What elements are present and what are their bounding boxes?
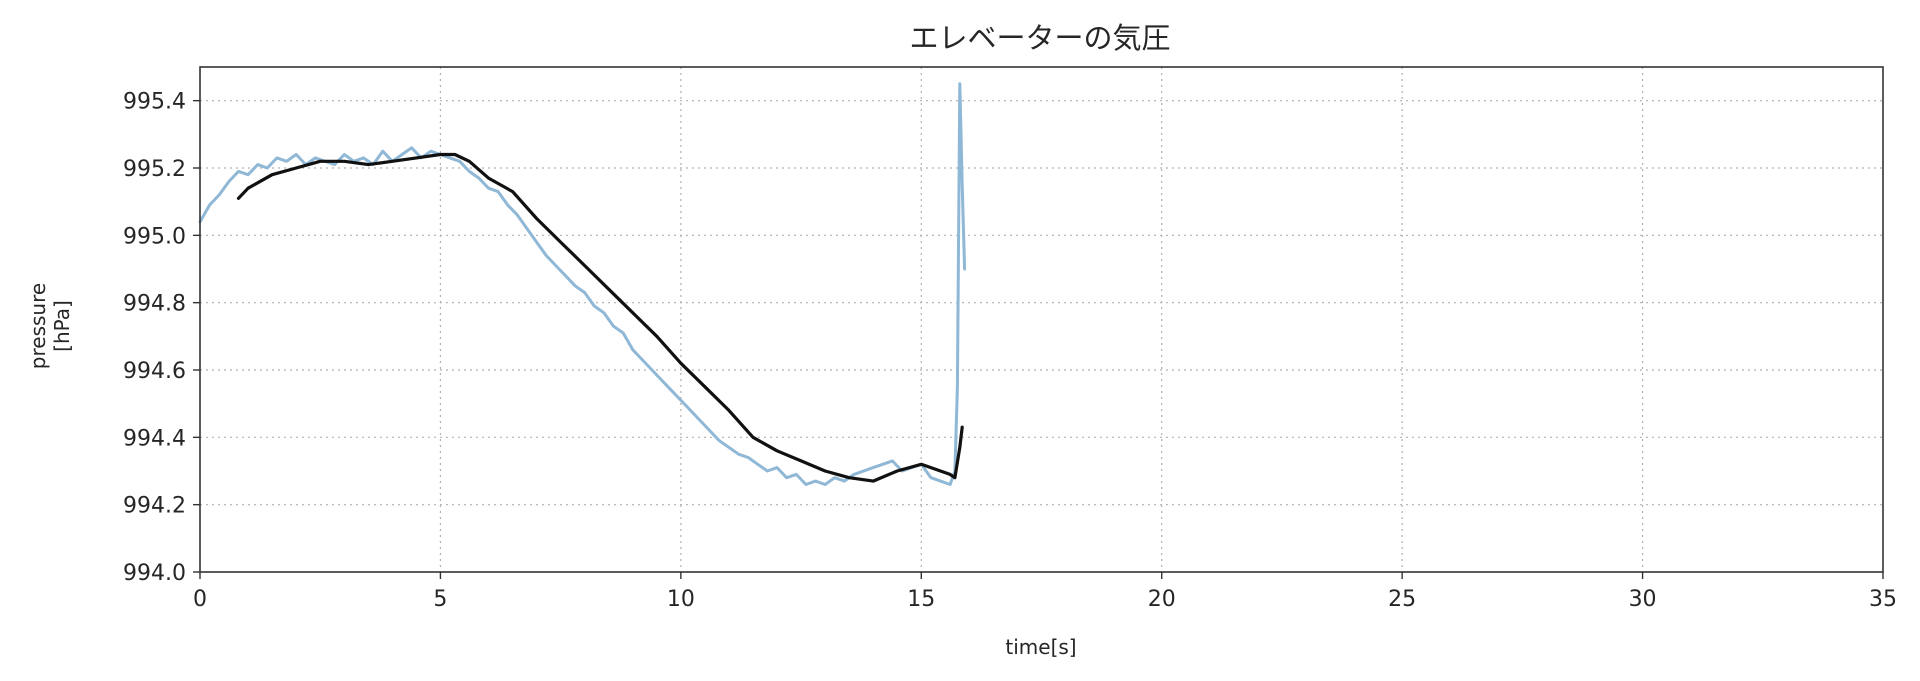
x-tick-label: 10 [667, 587, 695, 612]
x-tick-label: 5 [433, 587, 447, 612]
y-tick-label: 994.6 [123, 359, 186, 384]
grid-lines [200, 67, 1883, 572]
x-tick-label: 30 [1629, 587, 1657, 612]
y-axis-label: pressure [hPa] [26, 283, 74, 369]
y-axis-label-line-1: pressure [26, 283, 50, 369]
series-layer [198, 82, 967, 486]
y-tick-label: 994.4 [123, 426, 186, 451]
y-tick-label: 995.4 [123, 90, 186, 115]
y-tick-label: 995.0 [123, 224, 186, 249]
series-line-raw [198, 82, 967, 486]
y-tick-label: 995.2 [123, 157, 186, 182]
plot-frame [199, 66, 1884, 573]
y-axis-label-line-2: [hPa] [50, 300, 74, 352]
y-axis: 994.0 994.2 994.4 994.6 994.8 995.0 995.2 995.4 [123, 90, 200, 586]
x-axis: 0 5 10 15 20 25 30 35 [193, 572, 1897, 612]
x-tick-label: 0 [193, 587, 207, 612]
x-tick-label: 35 [1869, 587, 1897, 612]
y-tick-label: 994.8 [123, 292, 186, 317]
x-tick-label: 15 [907, 587, 935, 612]
series-line-smoothed [236, 152, 964, 483]
y-tick-label: 994.0 [123, 561, 186, 586]
x-axis-label: time[s] [1005, 635, 1076, 659]
y-tick-label: 994.2 [123, 494, 186, 519]
chart-title: エレベーターの気圧 [909, 21, 1170, 55]
x-tick-label: 25 [1388, 587, 1416, 612]
x-tick-label: 20 [1148, 587, 1176, 612]
